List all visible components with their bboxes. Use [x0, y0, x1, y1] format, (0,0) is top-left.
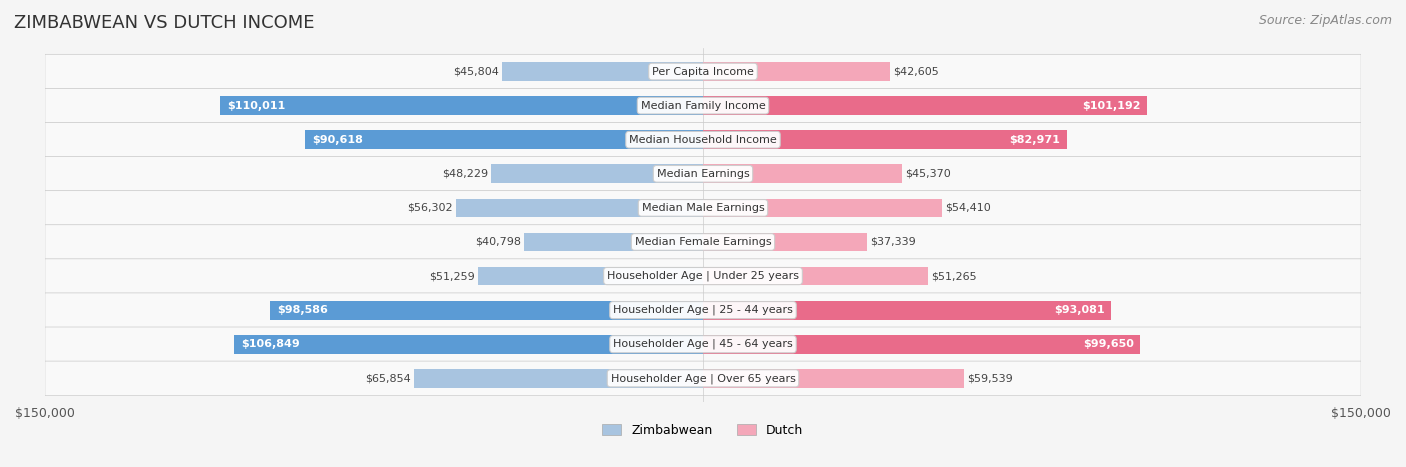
FancyBboxPatch shape — [45, 327, 1361, 361]
Bar — [45, 89, 1361, 123]
Bar — [478, 267, 703, 285]
Text: Median Female Earnings: Median Female Earnings — [634, 237, 772, 247]
Bar — [415, 369, 703, 388]
Bar — [703, 62, 890, 81]
Text: Householder Age | 25 - 44 years: Householder Age | 25 - 44 years — [613, 305, 793, 315]
Text: $99,650: $99,650 — [1083, 339, 1133, 349]
Bar — [703, 130, 1067, 149]
Text: $37,339: $37,339 — [870, 237, 915, 247]
Bar — [502, 62, 703, 81]
Text: $110,011: $110,011 — [226, 100, 285, 111]
Text: $98,586: $98,586 — [277, 305, 328, 315]
Text: $45,370: $45,370 — [905, 169, 950, 179]
Bar — [703, 233, 868, 251]
Text: $48,229: $48,229 — [441, 169, 488, 179]
Bar — [270, 301, 703, 319]
Text: Householder Age | Over 65 years: Householder Age | Over 65 years — [610, 373, 796, 383]
Text: Median Household Income: Median Household Income — [628, 134, 778, 145]
Bar — [524, 233, 703, 251]
Bar — [456, 198, 703, 217]
FancyBboxPatch shape — [45, 54, 1361, 89]
Bar — [45, 293, 1361, 327]
Bar — [45, 225, 1361, 259]
Bar — [703, 369, 965, 388]
Text: Median Earnings: Median Earnings — [657, 169, 749, 179]
Text: $45,804: $45,804 — [453, 67, 499, 77]
Text: Householder Age | 45 - 64 years: Householder Age | 45 - 64 years — [613, 339, 793, 349]
Text: ZIMBABWEAN VS DUTCH INCOME: ZIMBABWEAN VS DUTCH INCOME — [14, 14, 315, 32]
Text: $40,798: $40,798 — [475, 237, 520, 247]
Legend: Zimbabwean, Dutch: Zimbabwean, Dutch — [598, 419, 808, 442]
Text: Median Male Earnings: Median Male Earnings — [641, 203, 765, 213]
Text: $56,302: $56,302 — [408, 203, 453, 213]
Text: $90,618: $90,618 — [312, 134, 363, 145]
Text: $101,192: $101,192 — [1081, 100, 1140, 111]
Bar — [221, 96, 703, 115]
Text: $59,539: $59,539 — [967, 373, 1014, 383]
Bar — [45, 191, 1361, 225]
FancyBboxPatch shape — [45, 259, 1361, 293]
Bar — [703, 335, 1140, 354]
Text: $54,410: $54,410 — [945, 203, 991, 213]
FancyBboxPatch shape — [45, 122, 1361, 157]
Bar — [45, 55, 1361, 89]
Bar — [45, 327, 1361, 361]
FancyBboxPatch shape — [45, 191, 1361, 225]
Text: $42,605: $42,605 — [893, 67, 939, 77]
Bar — [305, 130, 703, 149]
FancyBboxPatch shape — [45, 225, 1361, 259]
Text: Median Family Income: Median Family Income — [641, 100, 765, 111]
Text: Source: ZipAtlas.com: Source: ZipAtlas.com — [1258, 14, 1392, 27]
Bar — [492, 164, 703, 183]
FancyBboxPatch shape — [45, 293, 1361, 327]
Bar — [703, 164, 903, 183]
Text: $93,081: $93,081 — [1054, 305, 1105, 315]
FancyBboxPatch shape — [45, 88, 1361, 123]
Text: $106,849: $106,849 — [240, 339, 299, 349]
Text: $65,854: $65,854 — [366, 373, 411, 383]
FancyBboxPatch shape — [45, 156, 1361, 191]
Bar — [703, 96, 1147, 115]
Bar — [45, 361, 1361, 396]
Bar — [45, 157, 1361, 191]
Bar — [45, 259, 1361, 293]
Bar — [703, 267, 928, 285]
Bar — [45, 123, 1361, 157]
Text: $51,265: $51,265 — [931, 271, 977, 281]
Bar — [235, 335, 703, 354]
Text: $51,259: $51,259 — [429, 271, 475, 281]
Bar — [703, 198, 942, 217]
Text: Per Capita Income: Per Capita Income — [652, 67, 754, 77]
Text: Householder Age | Under 25 years: Householder Age | Under 25 years — [607, 271, 799, 281]
Text: $82,971: $82,971 — [1010, 134, 1060, 145]
FancyBboxPatch shape — [45, 361, 1361, 396]
Bar — [703, 301, 1111, 319]
